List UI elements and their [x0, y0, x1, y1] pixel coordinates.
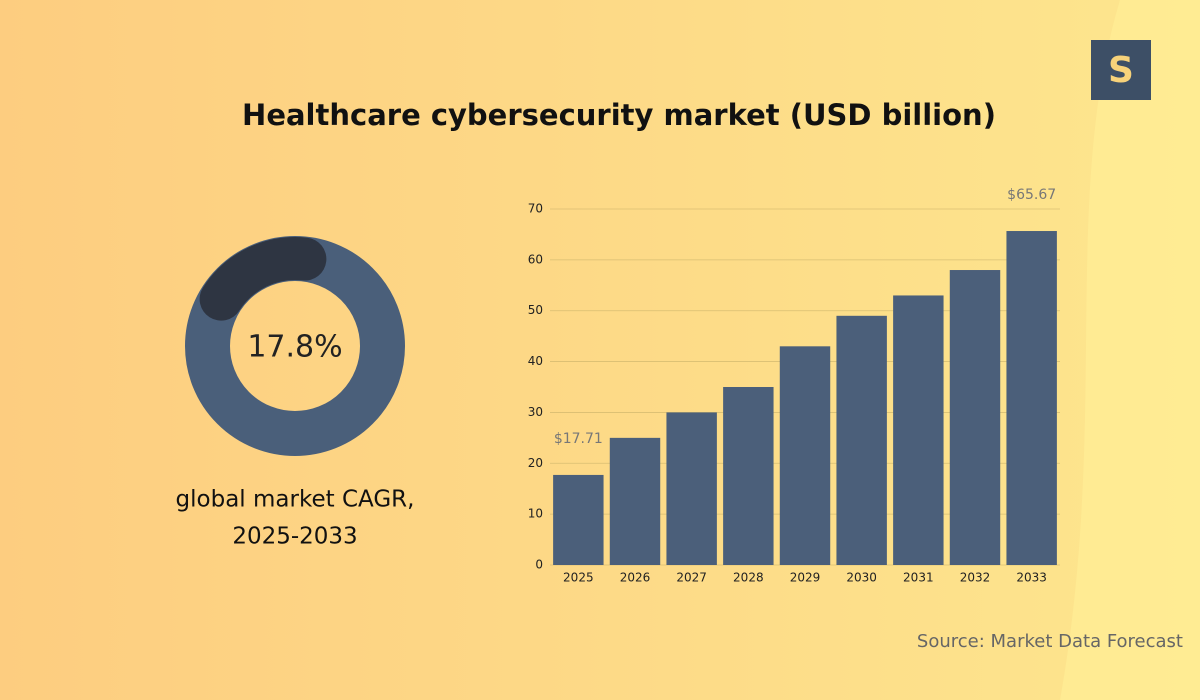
x-tick-label: 2030	[846, 571, 877, 585]
x-tick-label: 2029	[790, 571, 821, 585]
y-tick-label: 40	[528, 354, 543, 368]
y-tick-label: 30	[528, 405, 543, 419]
bar	[836, 315, 887, 565]
y-tick-label: 20	[528, 456, 543, 470]
bar	[1006, 231, 1057, 565]
value-label: $17.71	[554, 431, 603, 447]
x-tick-label: 2032	[960, 571, 991, 585]
donut-segment	[199, 237, 327, 321]
donut-label: 17.8%	[247, 330, 342, 365]
logo: S	[1108, 50, 1134, 91]
donut-caption: 2025-2033	[232, 524, 357, 550]
value-label: $65.67	[1007, 187, 1056, 203]
bar	[553, 474, 604, 565]
x-tick-label: 2026	[620, 571, 651, 585]
source: Source: Market Data Forecast	[917, 631, 1183, 652]
bar	[779, 346, 831, 565]
x-tick-label: 2031	[903, 571, 934, 585]
y-tick-label: 70	[528, 202, 543, 216]
y-tick-label: 60	[528, 252, 543, 266]
x-tick-label: 2025	[563, 571, 594, 585]
x-tick-label: 2033	[1016, 571, 1047, 585]
bar	[949, 270, 1001, 565]
x-tick-label: 2027	[676, 571, 707, 585]
donut-caption: global market CAGR,	[176, 487, 415, 513]
bar	[666, 412, 717, 565]
y-tick-label: 50	[528, 303, 543, 317]
y-tick-label: 0	[535, 558, 543, 572]
bar	[609, 437, 661, 565]
chart-title: Healthcare cybersecurity market (USD bil…	[242, 98, 996, 132]
x-tick-label: 2028	[733, 571, 764, 585]
y-tick-label: 10	[528, 507, 543, 521]
logo-box	[1091, 40, 1151, 100]
bar	[893, 295, 944, 565]
bar	[723, 387, 774, 565]
background-shape	[1060, 0, 1200, 700]
